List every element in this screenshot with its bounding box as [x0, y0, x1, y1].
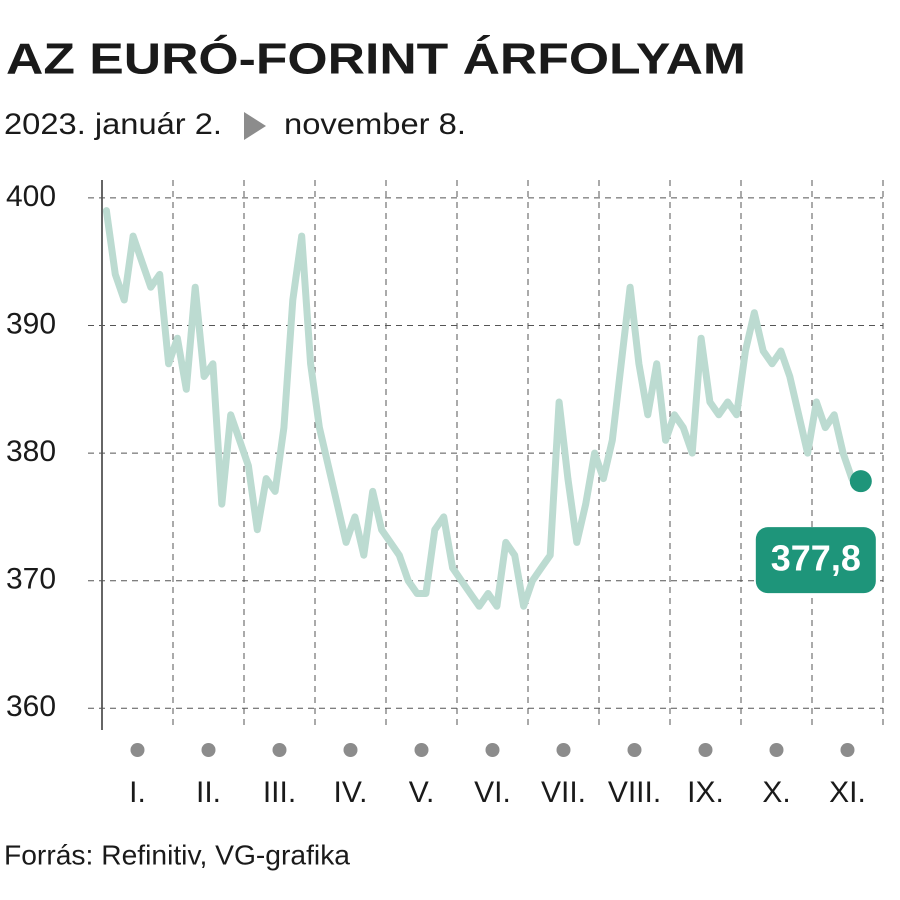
- y-tick-label: 360: [6, 690, 56, 723]
- y-tick-label: 390: [6, 307, 56, 340]
- x-tick-label: IX.: [687, 776, 724, 809]
- month-dot: [627, 743, 642, 757]
- subtitle-end: november 8.: [284, 108, 466, 141]
- value-label: 377,8: [771, 538, 861, 579]
- y-tick-label: 380: [6, 435, 56, 468]
- x-tick-label: IV.: [334, 776, 368, 809]
- month-dot: [414, 743, 429, 757]
- end-point: [849, 470, 872, 493]
- source: Forrás: Refinitiv, VG-grafika: [4, 839, 350, 870]
- month-dot: [556, 743, 571, 757]
- x-tick-label: XI.: [829, 776, 866, 809]
- month-dot: [130, 743, 145, 757]
- x-tick-label: VIII.: [608, 776, 661, 809]
- x-tick-label: V.: [409, 776, 435, 809]
- month-dot: [698, 743, 713, 757]
- x-tick-label: II.: [196, 776, 221, 809]
- x-tick-label: I.: [129, 776, 146, 809]
- month-dot: [201, 743, 216, 757]
- line: [102, 207, 865, 610]
- arrow: [244, 112, 266, 140]
- month-dot: [343, 743, 358, 757]
- y-tick-label: 400: [6, 180, 56, 213]
- month-dot: [840, 743, 855, 757]
- x-tick-label: VI.: [474, 776, 511, 809]
- x-tick-label: VII.: [541, 776, 586, 809]
- subtitle-start: 2023. január 2.: [4, 108, 222, 141]
- month-dot: [485, 743, 500, 757]
- y-tick-label: 370: [6, 563, 56, 596]
- month-dot: [272, 743, 287, 757]
- chart-title: AZ EURÓ-FORINT ÁRFOLYAM: [6, 34, 746, 84]
- value-label-box: [755, 527, 876, 594]
- x-tick-label: III.: [263, 776, 296, 809]
- month-dot: [769, 743, 784, 757]
- x-tick-label: X.: [762, 776, 790, 809]
